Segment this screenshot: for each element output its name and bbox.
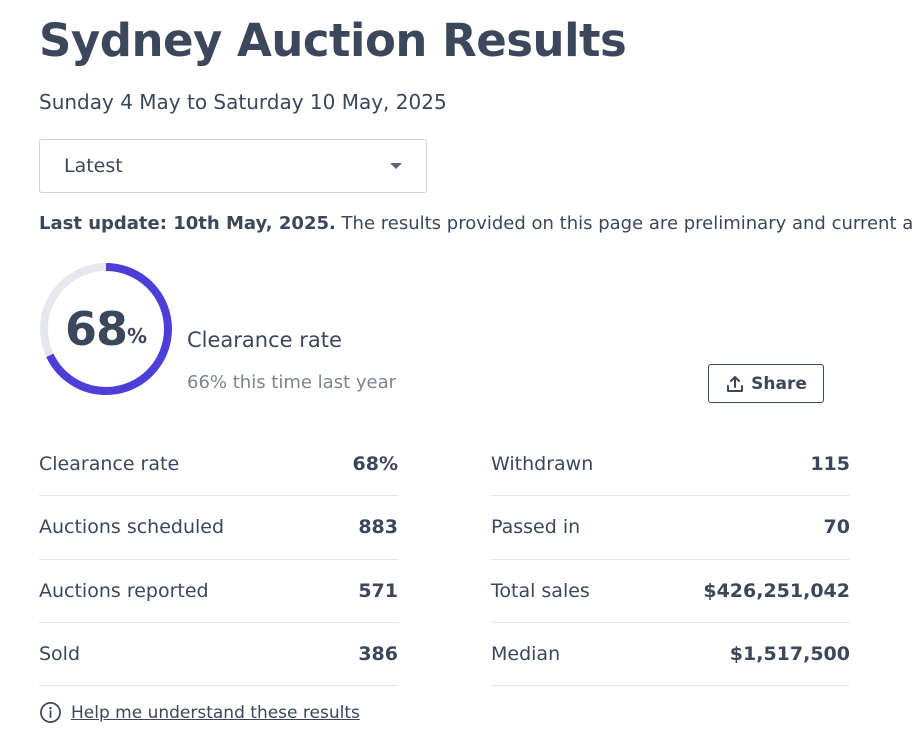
period-select[interactable]: Latest	[39, 139, 427, 193]
clearance-rate-ring	[40, 263, 172, 395]
ring-percent-sign: %	[126, 324, 148, 348]
page-title: Sydney Auction Results	[39, 14, 627, 67]
stat-value: 386	[358, 643, 398, 666]
stat-value: 883	[358, 516, 398, 539]
stats-table-left: Clearance rate 68% Auctions scheduled 88…	[39, 433, 398, 687]
ring-number: 68	[64, 302, 128, 356]
update-notice: Last update: 10th May, 2025. The results…	[39, 213, 913, 234]
stat-value: 68%	[352, 453, 398, 476]
stat-row: Total sales $426,251,042	[491, 560, 850, 623]
stat-label: Median	[491, 643, 561, 666]
stat-value: $1,517,500	[729, 643, 850, 666]
stat-value: 571	[358, 579, 398, 602]
help-understand-link[interactable]: Help me understand these results	[71, 702, 360, 723]
stat-label: Sold	[39, 643, 81, 666]
help-link-row: Help me understand these results	[39, 701, 360, 724]
stat-row: Median $1,517,500	[491, 623, 850, 687]
chevron-down-icon	[390, 163, 402, 169]
stat-row: Clearance rate 68%	[39, 433, 398, 497]
ring-value: 68%	[39, 262, 173, 396]
stat-row: Sold 386	[39, 623, 398, 687]
period-select-value: Latest	[64, 155, 123, 177]
stat-label: Total sales	[491, 579, 590, 602]
update-notice-date: Last update: 10th May, 2025.	[39, 213, 336, 234]
info-icon	[40, 702, 61, 723]
stat-label: Withdrawn	[491, 453, 594, 476]
share-button-label: Share	[751, 373, 807, 394]
upload-icon	[727, 375, 744, 392]
stat-label: Auctions reported	[39, 579, 209, 602]
date-range: Sunday 4 May to Saturday 10 May, 2025	[39, 90, 447, 114]
stat-row: Passed in 70	[491, 496, 850, 560]
stat-label: Passed in	[491, 516, 581, 539]
stat-value: 70	[823, 516, 850, 539]
ring-fill	[40, 263, 172, 395]
stat-row: Auctions scheduled 883	[39, 496, 398, 560]
last-year-comparison: 66% this time last year	[187, 372, 397, 393]
stat-value: 115	[810, 453, 850, 476]
stats-table-right: Withdrawn 115 Passed in 70 Total sales $…	[491, 433, 850, 687]
update-notice-text: The results provided on this page are pr…	[335, 213, 913, 234]
stat-row: Withdrawn 115	[491, 433, 850, 497]
share-button[interactable]: Share	[708, 364, 824, 403]
stat-row: Auctions reported 571	[39, 560, 398, 623]
stat-label: Auctions scheduled	[39, 516, 225, 539]
clearance-rate-label: Clearance rate	[187, 328, 342, 352]
stat-label: Clearance rate	[39, 453, 180, 476]
stat-value: $426,251,042	[703, 579, 850, 602]
